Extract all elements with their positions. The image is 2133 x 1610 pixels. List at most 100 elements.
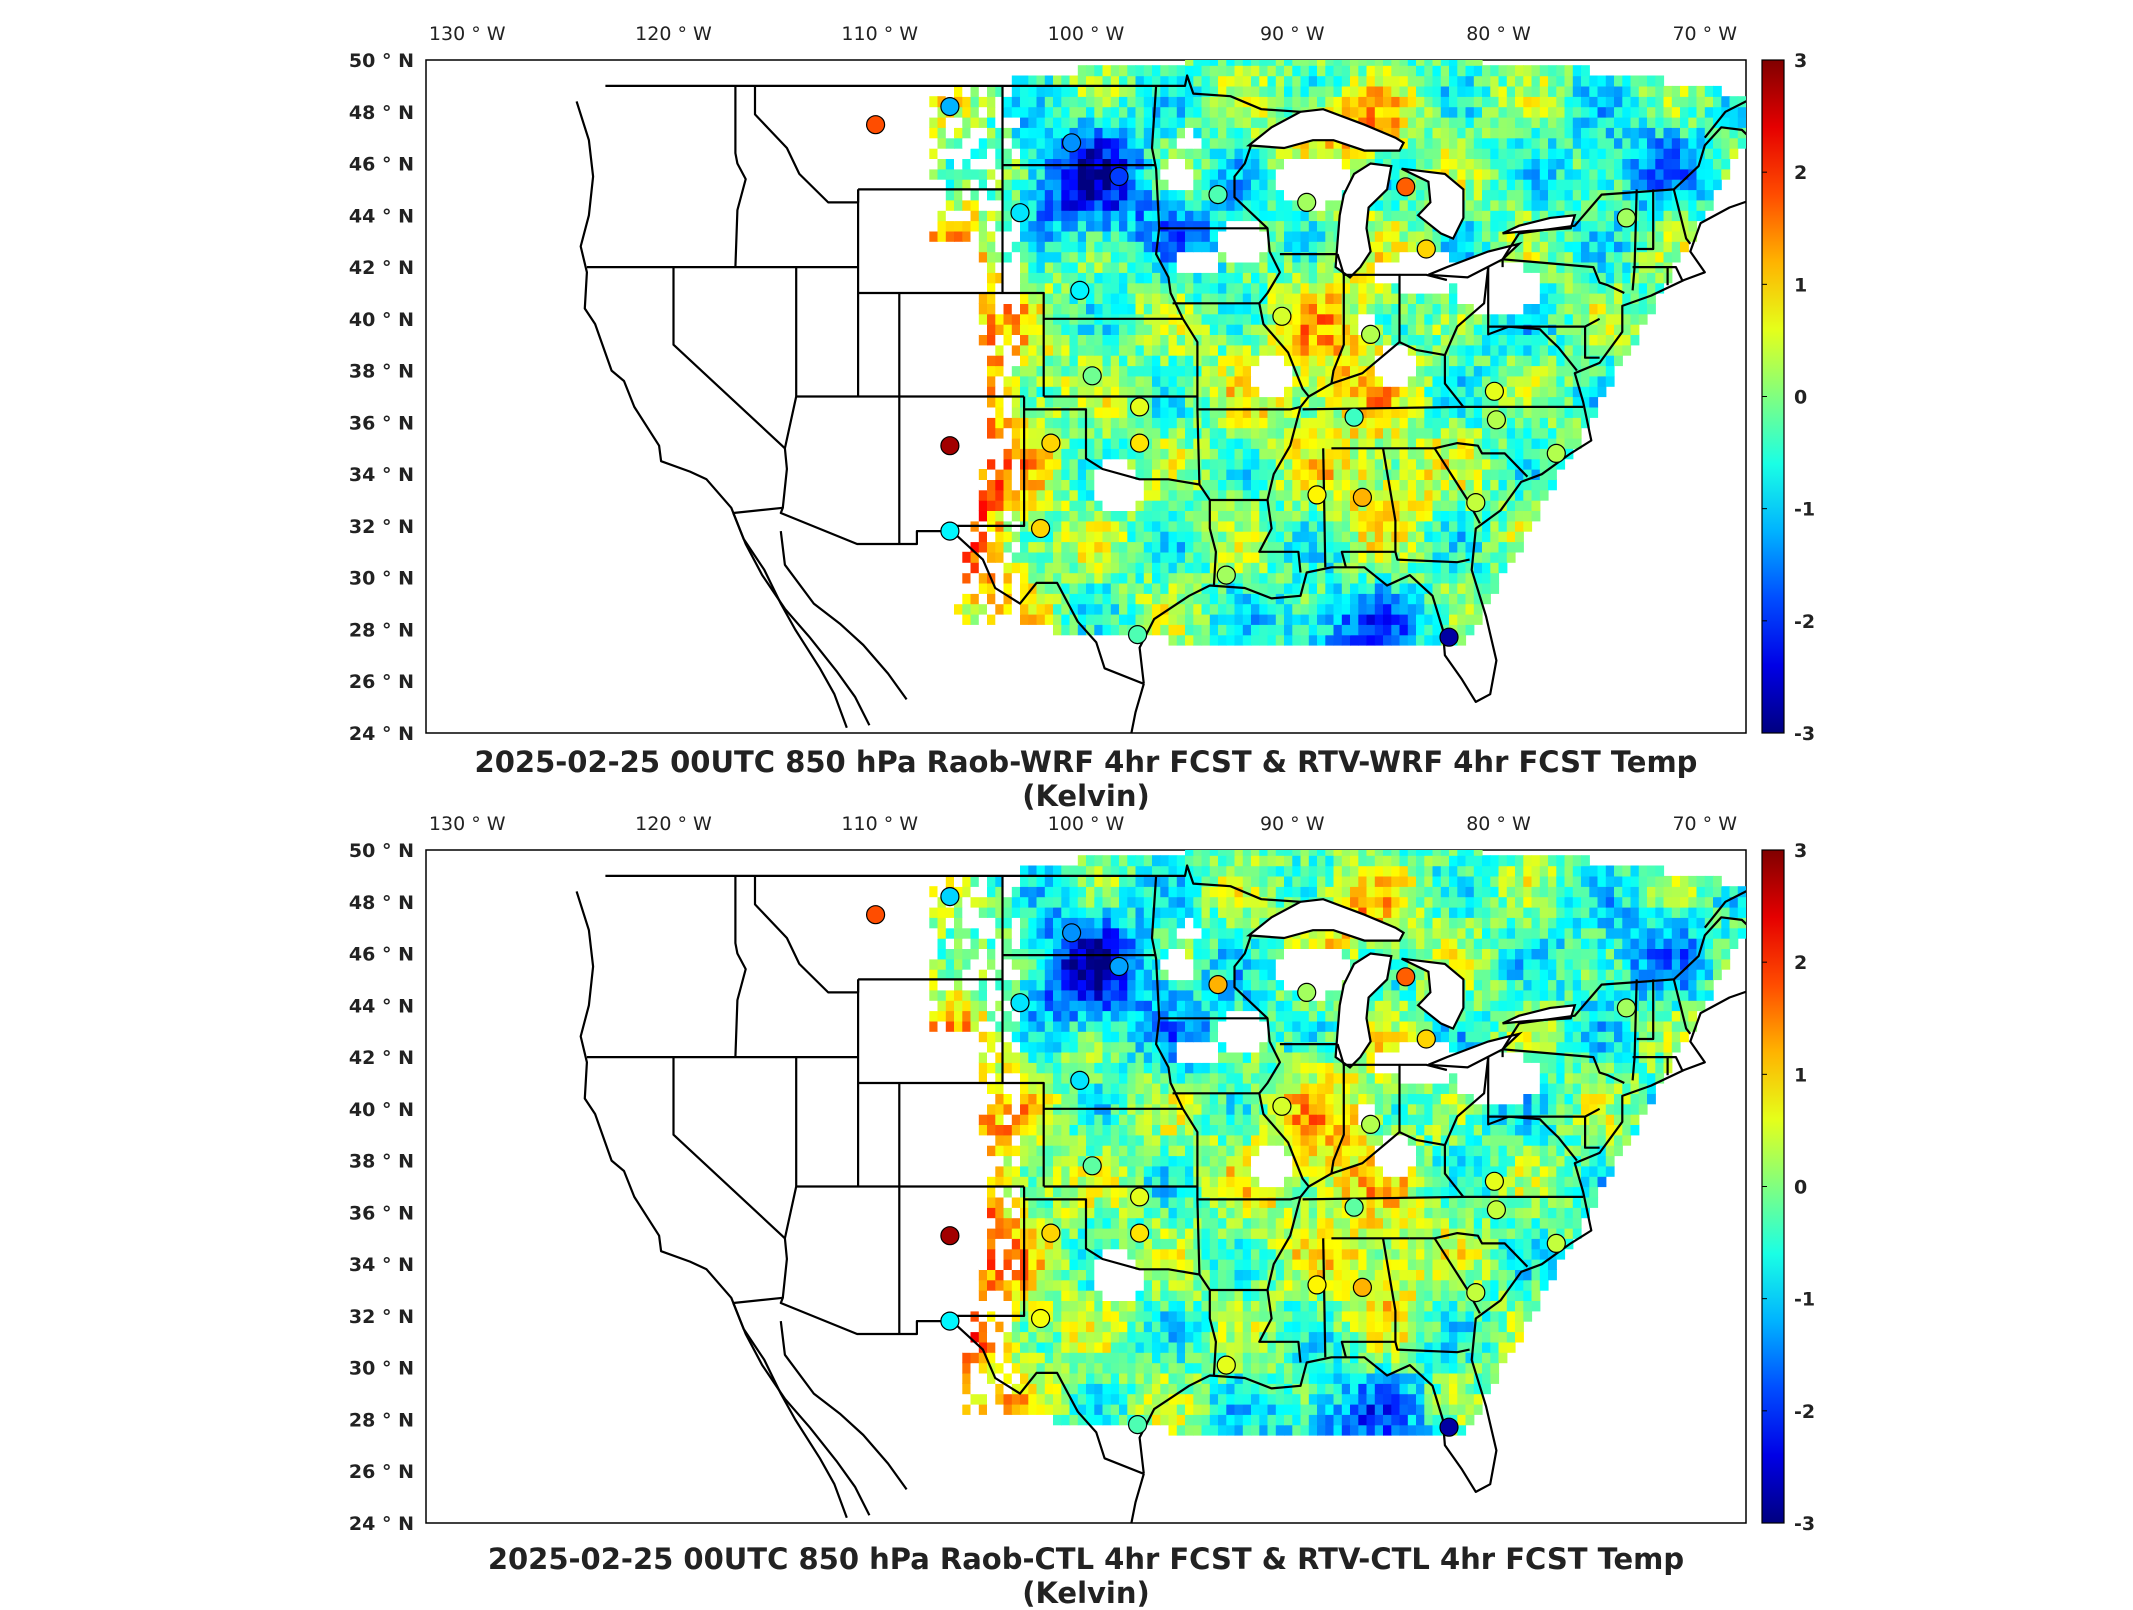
lat-tick-label: 50 ° N: [349, 50, 414, 72]
lat-tick-label: 42 ° N: [349, 257, 414, 279]
raob-station-marker: [1397, 178, 1415, 196]
lon-tick-label: 70 ° W: [1672, 23, 1737, 45]
raob-station-marker: [1485, 1172, 1503, 1190]
raob-station-marker: [1345, 1198, 1363, 1216]
colorbar-tick-label: 3: [1794, 840, 1807, 862]
raob-station-marker: [1308, 1276, 1326, 1294]
lon-tick-label: 130 ° W: [429, 23, 506, 45]
raob-station-marker: [1063, 134, 1081, 152]
lat-tick-label: 36 ° N: [349, 1202, 414, 1224]
raob-station-marker: [941, 437, 959, 455]
raob-station-marker: [1440, 628, 1458, 646]
raob-station-marker: [1042, 1224, 1060, 1242]
lat-tick-label: 26 ° N: [349, 671, 414, 693]
colorbar-tick-label: 0: [1794, 387, 1807, 409]
lat-tick-label: 38 ° N: [349, 1151, 414, 1173]
lat-tick-label: 30 ° N: [349, 1358, 414, 1380]
colorbar-tick-label: -2: [1794, 611, 1815, 633]
raob-station-marker: [1298, 193, 1316, 211]
colorbar-tick-label: 0: [1794, 1177, 1807, 1199]
lat-tick-label: 34 ° N: [349, 1254, 414, 1276]
lon-tick-label: 100 ° W: [1048, 813, 1125, 835]
raob-station-marker: [1071, 1071, 1089, 1089]
lat-tick-label: 40 ° N: [349, 309, 414, 331]
lat-tick-label: 24 ° N: [349, 723, 414, 745]
raob-station-marker: [1110, 168, 1128, 186]
lat-tick-label: 28 ° N: [349, 1409, 414, 1431]
map-figure-bottom: 130 ° W 120 ° W 110 ° W 100 ° W 90 ° W 80 ° W…: [0, 790, 2133, 1590]
raob-station-marker: [1110, 958, 1128, 976]
raob-station-marker: [1129, 626, 1147, 644]
lon-tick-label: 120 ° W: [635, 813, 712, 835]
raob-station-marker: [941, 1312, 959, 1330]
raob-station-marker: [1217, 1356, 1235, 1374]
raob-station-marker: [1011, 994, 1029, 1012]
colorbar-tick-label: -1: [1794, 1289, 1815, 1311]
raob-station-marker: [1617, 209, 1635, 227]
lon-tick-label: 90 ° W: [1260, 813, 1325, 835]
lat-tick-label: 36 ° N: [349, 412, 414, 434]
raob-station-marker: [1417, 1030, 1435, 1048]
raob-station-marker: [1071, 281, 1089, 299]
lon-tick-label: 130 ° W: [429, 813, 506, 835]
raob-station-marker: [941, 98, 959, 116]
raob-station-marker: [1129, 1416, 1147, 1434]
raob-station-marker: [1362, 325, 1380, 343]
raob-station-marker: [1308, 486, 1326, 504]
raob-station-marker: [941, 522, 959, 540]
raob-station-marker: [1353, 1278, 1371, 1296]
raob-station-marker: [1217, 566, 1235, 584]
lat-tick-label: 32 ° N: [349, 516, 414, 538]
raob-station-marker: [867, 906, 885, 924]
raob-station-marker: [1547, 444, 1565, 462]
colorbar-tick-label: -3: [1794, 1513, 1815, 1535]
raob-station-marker: [1440, 1418, 1458, 1436]
lat-tick-label: 44 ° N: [349, 205, 414, 227]
raob-station-marker: [1131, 1188, 1149, 1206]
lat-tick-label: 28 ° N: [349, 619, 414, 641]
lat-tick-label: 32 ° N: [349, 1306, 414, 1328]
raob-station-marker: [1063, 924, 1081, 942]
raob-station-marker: [1487, 411, 1505, 429]
panel-bottom: 130 ° W 120 ° W 110 ° W 100 ° W 90 ° W 80 ° W…: [0, 790, 2133, 1590]
raob-station-marker: [941, 888, 959, 906]
lon-tick-label: 80 ° W: [1466, 813, 1531, 835]
colorbar-tick-label: -1: [1794, 499, 1815, 521]
raob-station-marker: [1209, 186, 1227, 204]
colorbar-tick-label: -2: [1794, 1401, 1815, 1423]
lon-tick-label: 70 ° W: [1672, 813, 1737, 835]
lon-tick-label: 110 ° W: [841, 23, 918, 45]
raob-station-marker: [1467, 1284, 1485, 1302]
raob-station-marker: [1032, 520, 1050, 538]
lat-tick-label: 26 ° N: [349, 1461, 414, 1483]
raob-station-marker: [1353, 488, 1371, 506]
raob-station-marker: [867, 116, 885, 134]
lat-tick-label: 38 ° N: [349, 361, 414, 383]
raob-station-marker: [1131, 1224, 1149, 1242]
colorbar-tick-label: 1: [1794, 274, 1807, 296]
lat-tick-label: 48 ° N: [349, 102, 414, 124]
raob-station-marker: [1032, 1310, 1050, 1328]
raob-station-marker: [1011, 204, 1029, 222]
raob-station-marker: [1485, 382, 1503, 400]
colorbar-tick-label: 2: [1794, 162, 1807, 184]
lat-tick-label: 30 ° N: [349, 568, 414, 590]
raob-station-marker: [1273, 1097, 1291, 1115]
colorbar-tick-label: -3: [1794, 723, 1815, 745]
raob-station-marker: [1273, 307, 1291, 325]
raob-station-marker: [1487, 1201, 1505, 1219]
lon-tick-label: 100 ° W: [1048, 23, 1125, 45]
raob-station-marker: [941, 1227, 959, 1245]
lat-tick-label: 48 ° N: [349, 892, 414, 914]
lat-tick-label: 50 ° N: [349, 840, 414, 862]
raob-station-marker: [1467, 494, 1485, 512]
lat-tick-label: 44 ° N: [349, 995, 414, 1017]
raob-station-marker: [1209, 976, 1227, 994]
colorbar-tick-label: 2: [1794, 952, 1807, 974]
colorbar-tick-label: 3: [1794, 50, 1807, 72]
lat-tick-label: 46 ° N: [349, 154, 414, 176]
raob-station-marker: [1298, 983, 1316, 1001]
raob-station-marker: [1131, 398, 1149, 416]
lon-tick-label: 110 ° W: [841, 813, 918, 835]
